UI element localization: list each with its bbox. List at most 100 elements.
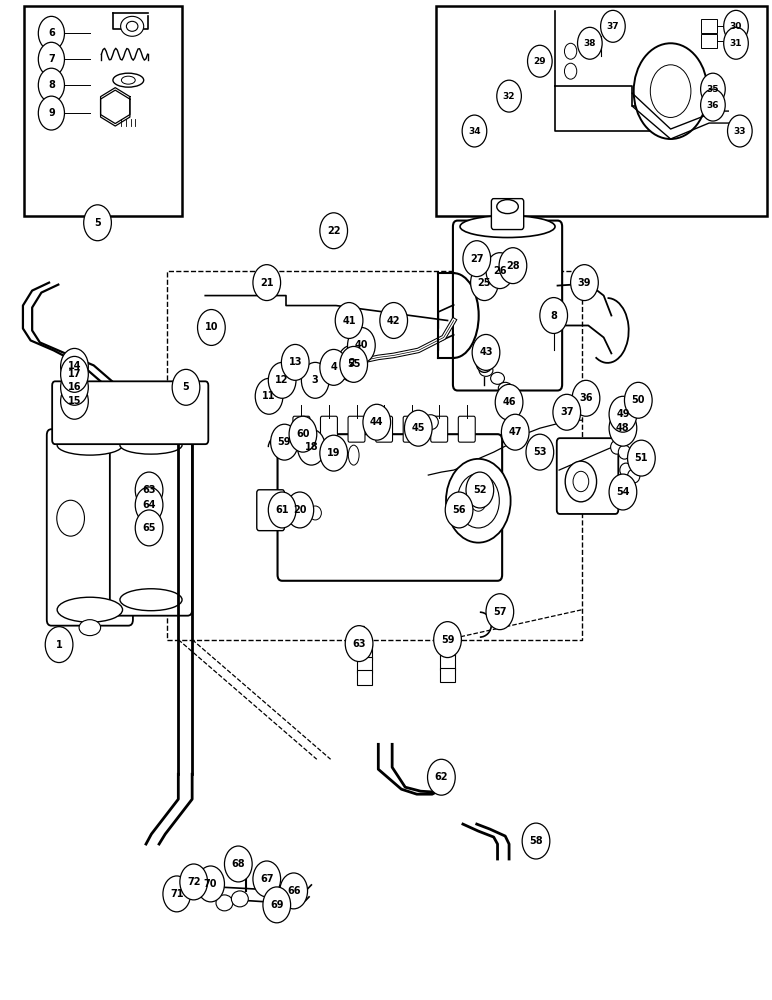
Circle shape bbox=[337, 345, 365, 381]
Circle shape bbox=[163, 876, 191, 912]
Circle shape bbox=[340, 346, 367, 382]
Ellipse shape bbox=[120, 16, 144, 36]
Ellipse shape bbox=[498, 382, 512, 394]
Text: 28: 28 bbox=[506, 261, 520, 271]
Circle shape bbox=[634, 43, 707, 139]
FancyBboxPatch shape bbox=[702, 34, 716, 48]
Circle shape bbox=[57, 500, 84, 536]
Circle shape bbox=[527, 45, 552, 77]
Text: 60: 60 bbox=[296, 429, 310, 439]
Text: 63: 63 bbox=[142, 485, 156, 495]
Ellipse shape bbox=[620, 463, 632, 477]
Text: 11: 11 bbox=[262, 391, 276, 401]
FancyBboxPatch shape bbox=[403, 416, 420, 442]
Circle shape bbox=[279, 873, 307, 909]
Text: 56: 56 bbox=[452, 505, 466, 515]
Circle shape bbox=[466, 472, 493, 508]
Circle shape bbox=[564, 63, 577, 79]
Circle shape bbox=[573, 471, 589, 492]
Circle shape bbox=[289, 416, 317, 452]
FancyBboxPatch shape bbox=[357, 657, 372, 673]
Circle shape bbox=[135, 510, 163, 546]
Circle shape bbox=[526, 434, 554, 470]
Text: 32: 32 bbox=[503, 92, 516, 101]
Ellipse shape bbox=[232, 891, 249, 907]
Ellipse shape bbox=[336, 443, 347, 463]
Circle shape bbox=[271, 424, 298, 460]
Text: 63: 63 bbox=[352, 639, 366, 649]
Circle shape bbox=[470, 490, 486, 511]
Circle shape bbox=[335, 303, 363, 338]
Circle shape bbox=[135, 472, 163, 508]
FancyBboxPatch shape bbox=[257, 490, 284, 531]
FancyBboxPatch shape bbox=[431, 416, 448, 442]
Text: 14: 14 bbox=[68, 361, 81, 371]
Circle shape bbox=[363, 404, 391, 440]
Ellipse shape bbox=[120, 436, 182, 454]
Text: 29: 29 bbox=[533, 57, 546, 66]
Circle shape bbox=[39, 42, 65, 76]
FancyBboxPatch shape bbox=[52, 381, 208, 444]
Circle shape bbox=[61, 383, 88, 419]
Circle shape bbox=[609, 474, 637, 510]
Text: 16: 16 bbox=[68, 382, 81, 392]
Ellipse shape bbox=[371, 421, 386, 436]
FancyBboxPatch shape bbox=[557, 438, 618, 514]
Text: 33: 33 bbox=[733, 127, 746, 136]
Circle shape bbox=[263, 887, 290, 923]
Text: 9: 9 bbox=[48, 108, 55, 118]
Text: 12: 12 bbox=[276, 375, 289, 385]
Ellipse shape bbox=[479, 364, 493, 376]
Ellipse shape bbox=[296, 505, 309, 519]
FancyBboxPatch shape bbox=[47, 429, 133, 626]
Text: 55: 55 bbox=[347, 359, 361, 369]
Ellipse shape bbox=[496, 200, 518, 214]
Text: 18: 18 bbox=[305, 442, 318, 452]
Ellipse shape bbox=[479, 265, 490, 277]
FancyBboxPatch shape bbox=[293, 416, 310, 442]
Circle shape bbox=[540, 298, 567, 333]
Circle shape bbox=[553, 394, 581, 430]
FancyBboxPatch shape bbox=[440, 668, 455, 682]
Circle shape bbox=[434, 622, 462, 658]
Circle shape bbox=[572, 380, 600, 416]
Ellipse shape bbox=[113, 73, 144, 87]
Ellipse shape bbox=[611, 440, 623, 454]
Ellipse shape bbox=[323, 440, 334, 460]
Ellipse shape bbox=[120, 589, 182, 611]
Ellipse shape bbox=[481, 358, 489, 367]
Circle shape bbox=[253, 265, 280, 301]
Ellipse shape bbox=[283, 503, 296, 517]
Circle shape bbox=[462, 115, 487, 147]
Circle shape bbox=[83, 205, 111, 241]
Circle shape bbox=[39, 96, 65, 130]
Ellipse shape bbox=[271, 498, 283, 512]
Text: 65: 65 bbox=[142, 523, 156, 533]
Circle shape bbox=[345, 626, 373, 662]
FancyBboxPatch shape bbox=[453, 221, 562, 391]
Circle shape bbox=[253, 861, 280, 897]
Text: 66: 66 bbox=[287, 886, 300, 896]
Text: 43: 43 bbox=[479, 347, 493, 357]
Text: 27: 27 bbox=[470, 254, 483, 264]
FancyBboxPatch shape bbox=[492, 199, 523, 230]
Text: 36: 36 bbox=[706, 101, 720, 110]
FancyBboxPatch shape bbox=[702, 19, 716, 33]
Circle shape bbox=[405, 410, 432, 446]
Text: 37: 37 bbox=[607, 22, 619, 31]
Text: 3: 3 bbox=[312, 375, 319, 385]
Text: 5: 5 bbox=[183, 382, 189, 392]
Ellipse shape bbox=[307, 435, 318, 455]
Text: 47: 47 bbox=[509, 427, 522, 437]
Text: 26: 26 bbox=[493, 266, 506, 276]
Text: 37: 37 bbox=[560, 407, 574, 417]
Circle shape bbox=[471, 265, 498, 301]
Ellipse shape bbox=[408, 425, 423, 440]
Circle shape bbox=[457, 474, 499, 528]
Ellipse shape bbox=[309, 506, 321, 520]
Circle shape bbox=[628, 440, 655, 476]
Circle shape bbox=[135, 487, 163, 523]
Circle shape bbox=[445, 492, 473, 528]
Circle shape bbox=[61, 356, 88, 392]
Circle shape bbox=[727, 115, 752, 147]
